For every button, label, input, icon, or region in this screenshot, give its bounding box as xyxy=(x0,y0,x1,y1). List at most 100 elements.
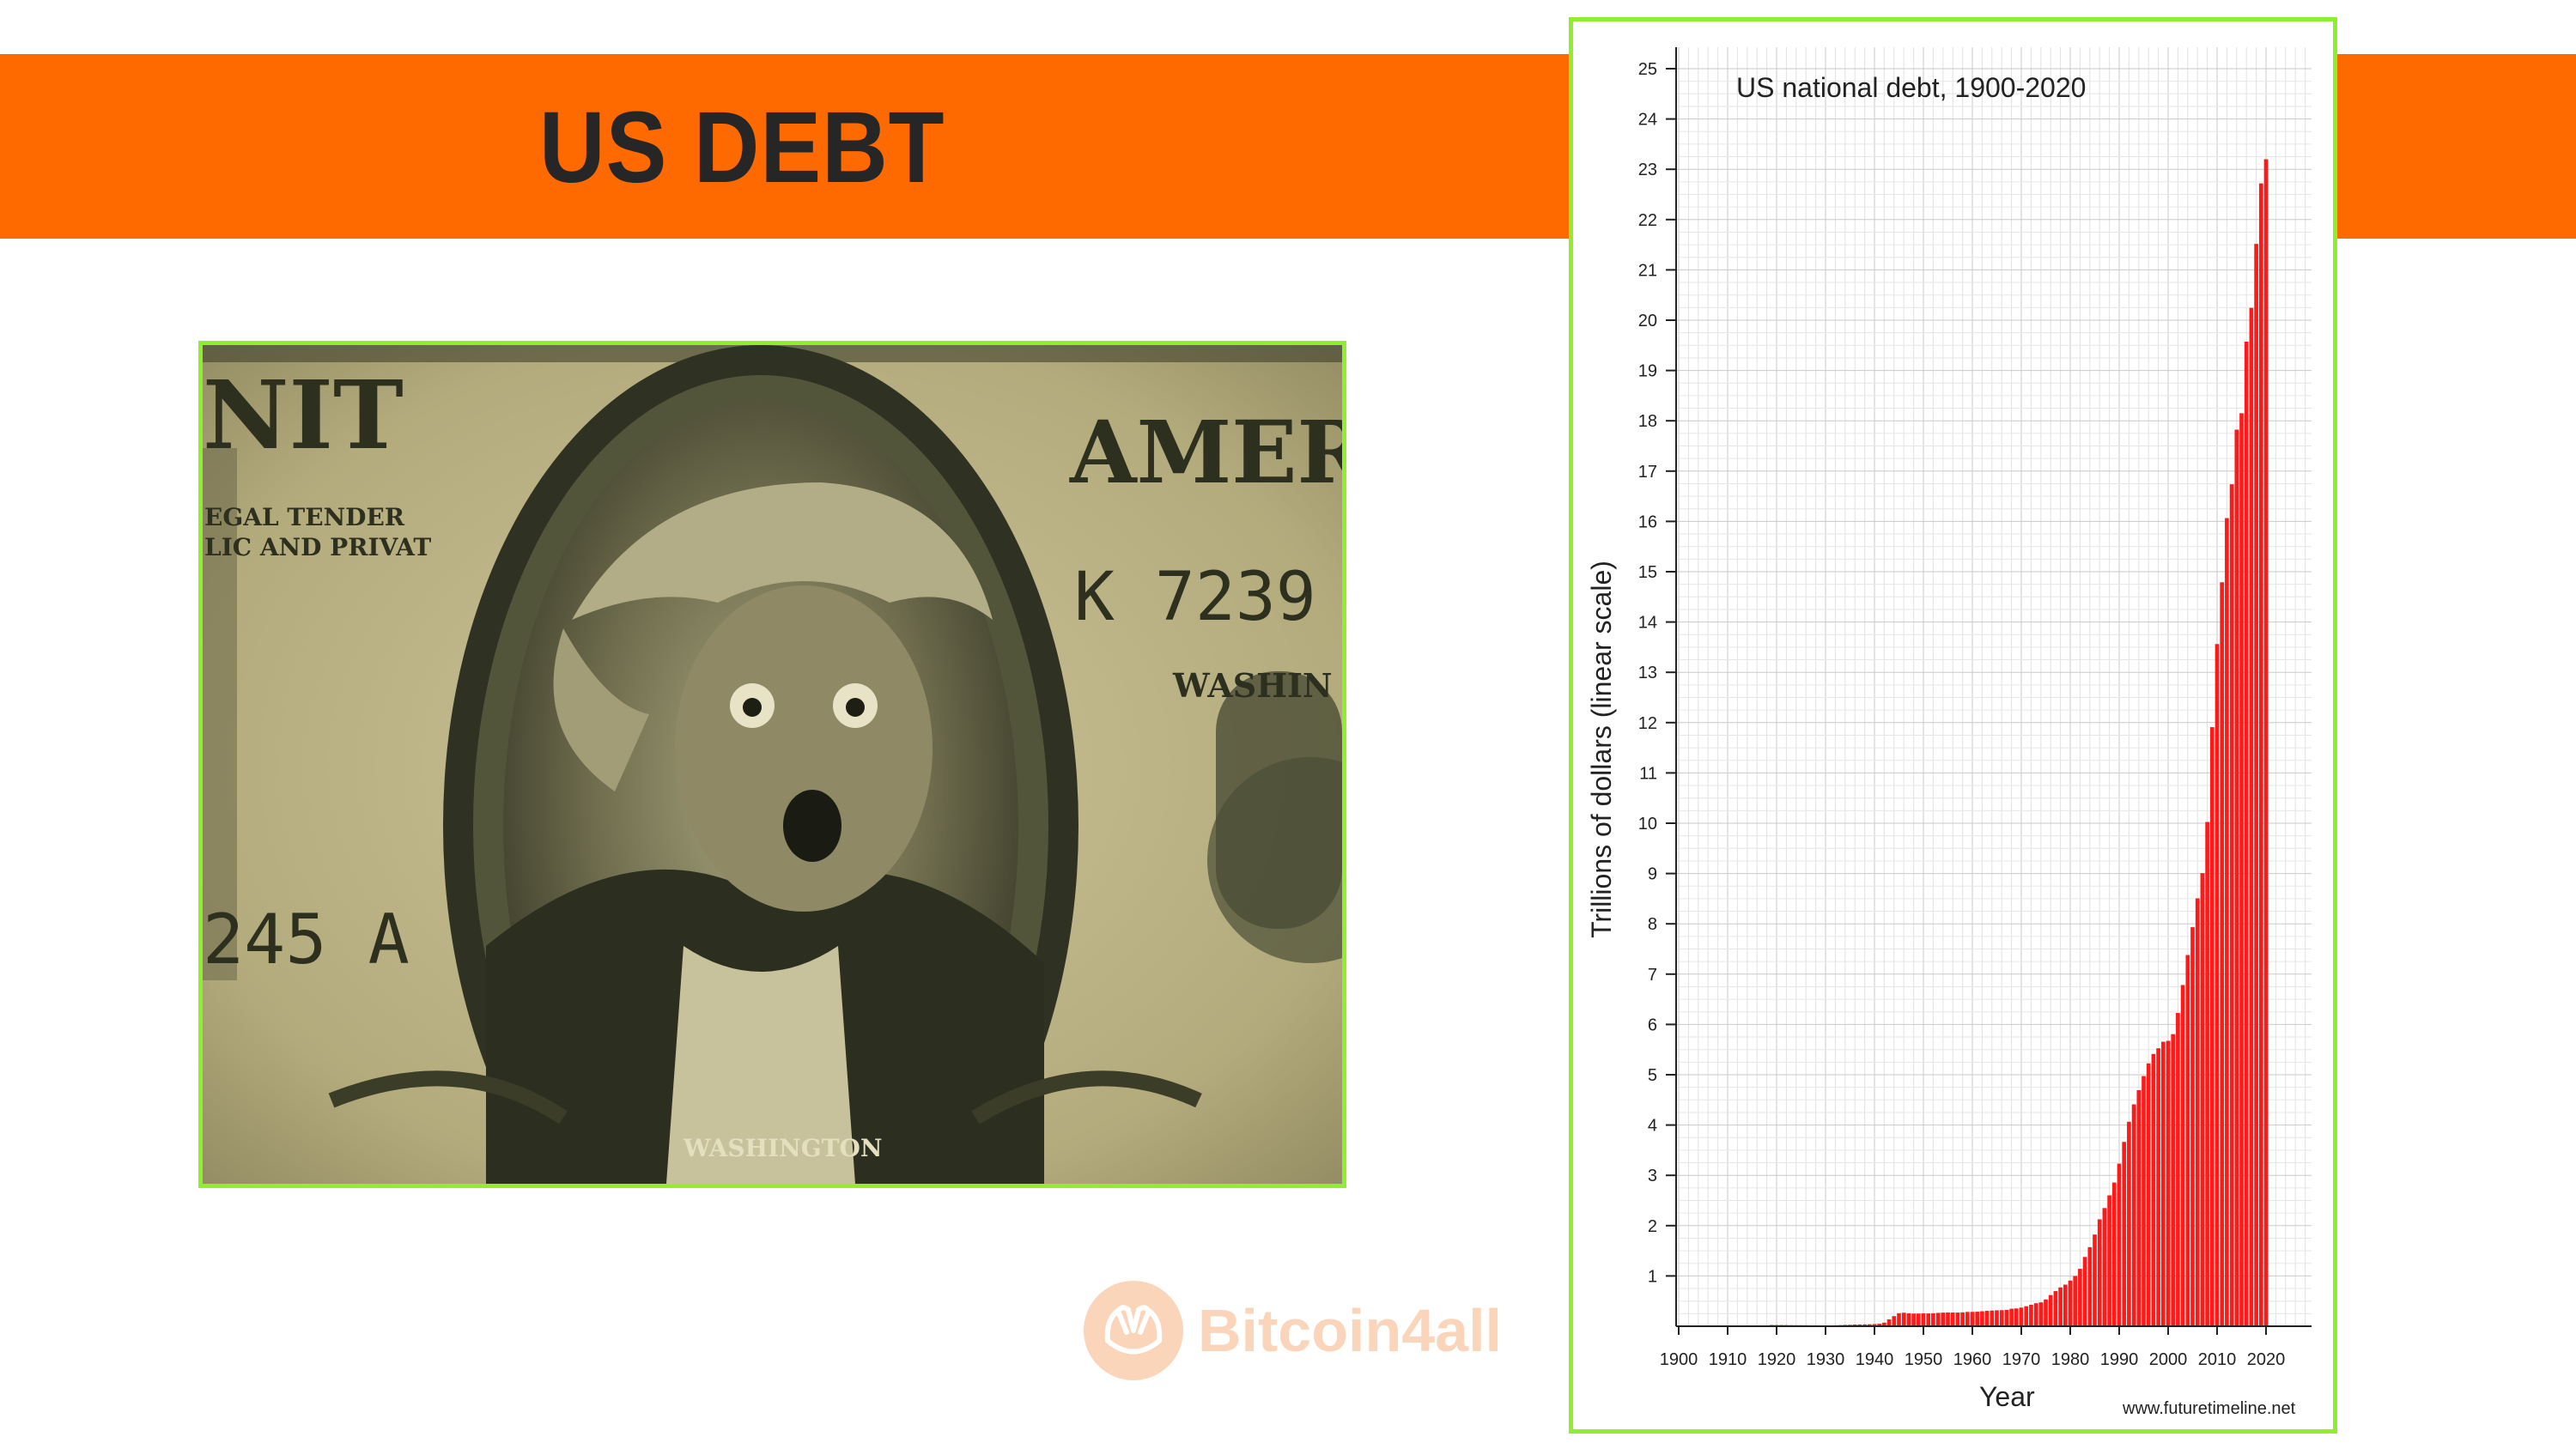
bar-1991 xyxy=(2122,1142,2127,1326)
bar-1947 xyxy=(1906,1313,1911,1326)
x-tick-label-1980: 1980 xyxy=(2051,1350,2090,1369)
y-tick-label-8: 8 xyxy=(1648,915,1657,934)
bar-1992 xyxy=(2127,1121,2131,1326)
x-tick-label-1910: 1910 xyxy=(1709,1350,1747,1369)
bar-1957 xyxy=(1955,1313,1960,1326)
bar-1959 xyxy=(1965,1312,1970,1326)
bar-1999 xyxy=(2160,1041,2166,1326)
bar-2004 xyxy=(2185,955,2190,1326)
bar-1976 xyxy=(2048,1294,2053,1326)
y-axis-label: Trillions of dollars (linear scale) xyxy=(1586,561,1617,938)
y-tick-label-7: 7 xyxy=(1648,966,1657,985)
bill-serial-bottom: 245 A xyxy=(203,900,410,979)
bar-1967 xyxy=(2004,1309,2009,1326)
chart-bars xyxy=(1676,159,2269,1327)
y-tick-label-3: 3 xyxy=(1648,1167,1657,1185)
bar-2018 xyxy=(2254,244,2258,1327)
y-tick-label-24: 24 xyxy=(1638,111,1657,130)
bill-text-top-right: AMER xyxy=(1069,402,1342,503)
bar-1966 xyxy=(1999,1310,2004,1326)
bar-1968 xyxy=(2009,1308,2014,1326)
bar-1943 xyxy=(1886,1319,1892,1326)
x-axis-label: Year xyxy=(1979,1381,2035,1412)
bar-1988 xyxy=(2107,1195,2111,1326)
y-tick-labels: 1234567891011121314151617181920212223242… xyxy=(1638,60,1657,1286)
bar-1952 xyxy=(1931,1313,1935,1326)
dollar-bill-photo: NIT AMER EGAL TENDER LIC AND PRIVAT K 72… xyxy=(198,341,1346,1188)
bar-1955 xyxy=(1946,1312,1950,1326)
bar-1953 xyxy=(1935,1313,1941,1326)
bar-1965 xyxy=(1995,1310,1999,1326)
y-tick-label-1: 1 xyxy=(1648,1267,1657,1286)
y-tick-label-2: 2 xyxy=(1648,1217,1657,1236)
bar-2015 xyxy=(2239,413,2244,1326)
watermark-text: Bitcoin4all xyxy=(1198,1297,1502,1364)
x-tick-labels: 1900 1910 1920 1930 1940 1950 1960 1970 1980 1990… xyxy=(1660,1350,2286,1369)
bar-1970 xyxy=(2019,1307,2024,1326)
y-tick-label-10: 10 xyxy=(1638,815,1657,834)
x-tick-label-2010: 2010 xyxy=(2198,1350,2237,1369)
bar-2000 xyxy=(2166,1040,2171,1326)
bar-1937 xyxy=(1857,1324,1862,1326)
y-tick-label-19: 19 xyxy=(1638,362,1657,381)
x-tick-label-1970: 1970 xyxy=(2002,1350,2041,1369)
bar-1960 xyxy=(1970,1312,1975,1326)
y-tick-label-9: 9 xyxy=(1648,865,1657,884)
bar-2019 xyxy=(2258,183,2263,1326)
bar-2005 xyxy=(2190,927,2195,1326)
bar-2001 xyxy=(2171,1034,2176,1326)
bar-1964 xyxy=(1990,1310,1995,1326)
y-tick-label-20: 20 xyxy=(1638,312,1657,330)
bar-1993 xyxy=(2131,1104,2136,1326)
bar-2006 xyxy=(2195,898,2200,1326)
bar-2014 xyxy=(2234,429,2239,1326)
y-tick-label-18: 18 xyxy=(1638,412,1657,431)
x-tick-label-1930: 1930 xyxy=(1807,1350,1845,1369)
bar-1982 xyxy=(2078,1269,2082,1326)
bar-1944 xyxy=(1892,1316,1897,1326)
bar-1942 xyxy=(1882,1322,1886,1326)
bar-1951 xyxy=(1926,1313,1931,1326)
y-tick-label-21: 21 xyxy=(1638,261,1657,280)
y-tick-label-23: 23 xyxy=(1638,161,1657,179)
y-tick-label-22: 22 xyxy=(1638,211,1657,230)
bar-1962 xyxy=(1980,1311,1984,1326)
bar-1974 xyxy=(2038,1302,2044,1326)
y-tick-label-6: 6 xyxy=(1648,1016,1657,1034)
bar-1987 xyxy=(2102,1208,2107,1326)
bar-2008 xyxy=(2205,822,2209,1326)
x-tick-label-2020: 2020 xyxy=(2247,1350,2286,1369)
watermark-logo: Bitcoin4all xyxy=(1084,1281,1513,1384)
bar-1950 xyxy=(1921,1313,1926,1326)
bar-2011 xyxy=(2220,582,2225,1326)
bar-1938 xyxy=(1862,1324,1867,1326)
y-tick-label-11: 11 xyxy=(1639,764,1657,783)
bar-1985 xyxy=(2093,1234,2097,1326)
bar-1989 xyxy=(2111,1182,2117,1326)
bar-1961 xyxy=(1975,1312,1980,1326)
bar-1994 xyxy=(2136,1089,2142,1326)
bar-1940 xyxy=(1872,1324,1877,1326)
bar-2007 xyxy=(2200,873,2205,1326)
bill-serial-top: K 7239 xyxy=(1074,559,1316,636)
bar-1980 xyxy=(2068,1280,2073,1326)
bar-1946 xyxy=(1901,1313,1906,1326)
bar-1969 xyxy=(2014,1308,2019,1326)
y-tick-label-4: 4 xyxy=(1648,1117,1657,1136)
y-tick-label-5: 5 xyxy=(1648,1066,1657,1085)
chart-axes xyxy=(1666,47,2312,1335)
bar-1954 xyxy=(1941,1313,1946,1326)
bar-1972 xyxy=(2029,1304,2033,1326)
bar-1990 xyxy=(2117,1163,2122,1326)
bar-1983 xyxy=(2082,1257,2087,1326)
bar-2009 xyxy=(2209,727,2215,1326)
bar-1995 xyxy=(2142,1076,2146,1326)
bar-1941 xyxy=(1877,1324,1882,1326)
x-tick-label-2000: 2000 xyxy=(2149,1350,2188,1369)
bar-2016 xyxy=(2244,342,2249,1326)
bar-1973 xyxy=(2033,1303,2038,1326)
hands-icon xyxy=(1084,1281,1183,1380)
bar-2020 xyxy=(2263,159,2269,1327)
y-tick-label-16: 16 xyxy=(1638,512,1657,531)
bar-1956 xyxy=(1950,1313,1955,1326)
